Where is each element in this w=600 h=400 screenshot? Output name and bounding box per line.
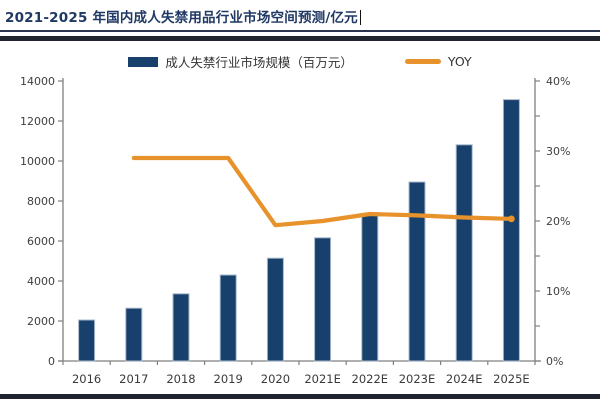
right-axis-tick-label: 30%	[546, 145, 570, 158]
title-underline	[0, 30, 600, 32]
x-axis-label-2025E: 2025E	[493, 372, 530, 386]
left-axis-tick-label: 10000	[20, 155, 55, 168]
left-axis-tick-label: 8000	[27, 195, 55, 208]
figure-title: 2021-2025 年国内成人失禁用品行业市场空间预测/亿元	[5, 10, 358, 26]
bar-2018	[172, 293, 190, 362]
bar-series-label: 成人失禁行业市场规模（百万元）	[165, 55, 353, 70]
left-axis-tick-label: 0	[48, 355, 55, 368]
legend: 成人失禁行业市场规模（百万元） YOY	[0, 52, 600, 71]
legend-item-market-size: 成人失禁行业市场规模（百万元）	[128, 52, 353, 71]
yoy-line	[131, 155, 514, 228]
right-axis-tick-label: 40%	[546, 75, 570, 88]
bar-2021E	[314, 237, 332, 362]
bottom-rule	[0, 394, 600, 399]
left-axis-tick-label: 2000	[27, 315, 55, 328]
yoy-line-end-marker	[508, 215, 515, 223]
x-axis-label-2019: 2019	[214, 372, 243, 386]
bar-2016	[78, 319, 96, 362]
left-axis-tick-label: 14000	[20, 75, 55, 88]
yoy-series-label: YOY	[447, 54, 472, 69]
bar-2025E	[502, 99, 520, 362]
bar-2023E	[408, 181, 426, 362]
left-axis-tick-label: 6000	[27, 235, 55, 248]
left-axis-tick-label: 4000	[27, 275, 55, 288]
x-axis-label-2024E: 2024E	[446, 372, 483, 386]
x-axis-label-2018: 2018	[166, 372, 195, 386]
yoy-series-swatch	[404, 59, 441, 64]
x-axis-label-2017: 2017	[119, 372, 148, 386]
bar-2022E	[361, 214, 379, 362]
x-axis-label-2021E: 2021E	[304, 372, 341, 386]
title-row: 2021-2025 年国内成人失禁用品行业市场空间预测/亿元	[5, 6, 595, 26]
x-axis-label-2020: 2020	[261, 372, 290, 386]
x-axis-label-2016: 2016	[72, 372, 101, 386]
right-axis-tick-label: 10%	[546, 285, 570, 298]
x-axis-label-2022E: 2022E	[352, 372, 389, 386]
bar-2020	[266, 257, 284, 362]
right-axis-tick-label: 0%	[546, 355, 563, 368]
left-axis-tick-label: 12000	[20, 115, 55, 128]
legend-item-yoy: YOY	[404, 54, 472, 69]
header-rule	[0, 36, 600, 41]
bar-series-swatch	[128, 56, 159, 67]
bar-2024E	[455, 144, 473, 362]
bar-2017	[125, 307, 143, 362]
text-cursor	[359, 10, 362, 25]
bar-2019	[219, 274, 237, 362]
x-axis-label-2023E: 2023E	[399, 372, 436, 386]
right-axis-tick-label: 20%	[546, 215, 570, 228]
